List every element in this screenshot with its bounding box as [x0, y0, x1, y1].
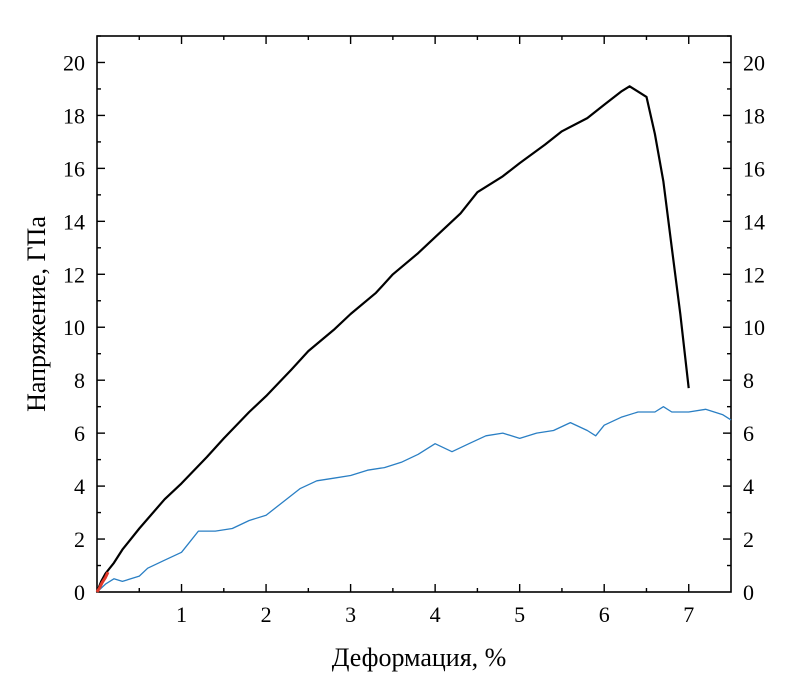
- y-tick-label-right: 16: [743, 156, 765, 181]
- y-tick-label-right: 12: [743, 262, 765, 287]
- y-tick-label-left: 18: [63, 103, 85, 128]
- y-tick-label-left: 2: [74, 527, 85, 552]
- y-tick-label-right: 2: [743, 527, 754, 552]
- x-axis-title: Деформация, %: [332, 643, 507, 672]
- series-line-1: [95, 85, 690, 593]
- y-tick-label-left: 16: [63, 156, 85, 181]
- y-tick-label-right: 10: [743, 315, 765, 340]
- y-tick-label-left: 0: [74, 580, 85, 605]
- y-tick-label-left: 4: [74, 474, 85, 499]
- y-tick-label-left: 8: [74, 368, 85, 393]
- x-tick-label: 5: [514, 602, 525, 627]
- series-line-3: [95, 571, 110, 593]
- x-tick-label: 1: [176, 602, 187, 627]
- series-line-2: [96, 406, 732, 593]
- y-tick-label-right: 20: [743, 50, 765, 75]
- y-tick-label-left: 20: [63, 50, 85, 75]
- plot-frame: [96, 35, 732, 593]
- x-tick-label: 6: [599, 602, 610, 627]
- axis-ticks: [97, 35, 731, 592]
- y-tick-label-right: 6: [743, 421, 754, 446]
- y-tick-label-right: 0: [743, 580, 754, 605]
- x-tick-label: 7: [683, 602, 694, 627]
- y-tick-label-left: 14: [63, 209, 85, 234]
- x-tick-label: 2: [261, 602, 272, 627]
- y-tick-label-right: 14: [743, 209, 765, 234]
- data-series: [95, 85, 732, 593]
- y-tick-label-right: 18: [743, 103, 765, 128]
- y-tick-label-left: 12: [63, 262, 85, 287]
- x-tick-label: 4: [430, 602, 441, 627]
- y-tick-label-left: 6: [74, 421, 85, 446]
- y-tick-label-right: 4: [743, 474, 754, 499]
- y-axis-title: Напряжение, ГПа: [22, 216, 51, 412]
- x-tick-label: 3: [345, 602, 356, 627]
- y-tick-label-left: 10: [63, 315, 85, 340]
- y-tick-label-right: 8: [743, 368, 754, 393]
